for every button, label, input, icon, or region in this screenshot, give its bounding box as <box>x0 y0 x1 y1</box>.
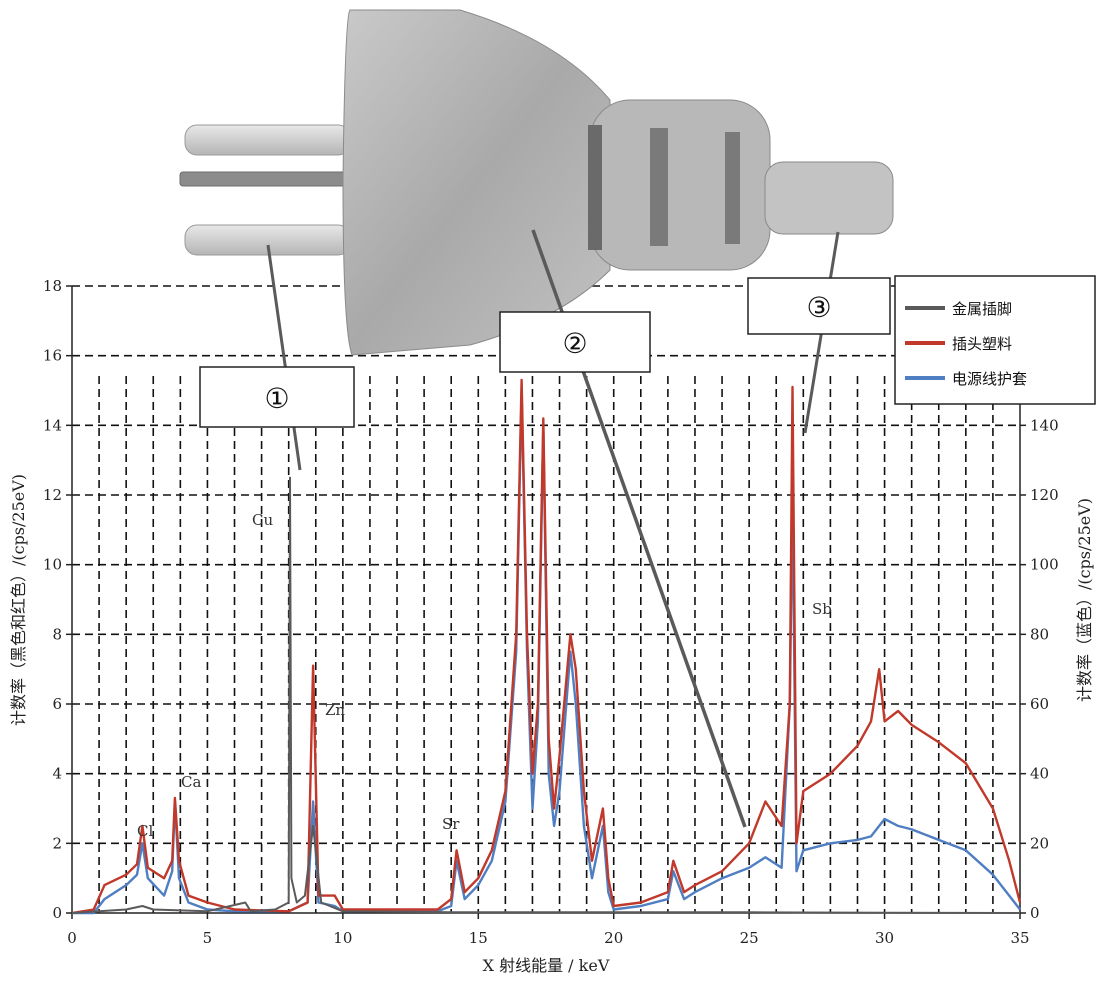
y-right-tick-label: 0 <box>1030 904 1040 922</box>
y-left-tick-label: 16 <box>43 347 62 365</box>
x-tick-label: 10 <box>333 929 352 947</box>
y-left-tick-label: 12 <box>43 486 62 504</box>
ticks: 0 5 10 15 20 25 30 3502468101214161802040608010… <box>43 277 1059 947</box>
x-tick-label: 30 <box>875 929 894 947</box>
y-right-tick-label: 20 <box>1030 834 1049 852</box>
y-left-tick-label: 10 <box>43 556 62 574</box>
plug-ring-3 <box>725 132 740 244</box>
y-left-tick-label: 4 <box>52 765 62 783</box>
left-y-axis-title: 计数率（黑色和红色）/(cps/25eV) <box>9 474 28 726</box>
y-right-tick-label: 40 <box>1030 765 1049 783</box>
element-label-cu: Cu <box>252 511 273 529</box>
plug-cable <box>764 161 894 235</box>
element-label-sb: Sb <box>812 600 832 618</box>
element-labels: Cl Ca Cu Zn Sr Sb <box>137 511 832 840</box>
callout-2: ② <box>499 311 651 373</box>
legend: 金属插脚 插头塑料 电源线护套 <box>894 275 1096 405</box>
callout-3-box <box>747 277 891 335</box>
plug-picture <box>179 9 894 356</box>
right-y-axis-title: 计数率（蓝色）/(cps/25eV) <box>1075 498 1094 702</box>
legend-box <box>894 275 1096 405</box>
y-left-tick-label: 0 <box>52 904 62 922</box>
y-right-tick-label: 60 <box>1030 695 1049 713</box>
callout-3: ③ <box>747 277 891 335</box>
element-label-sr: Sr <box>442 815 460 833</box>
legend-label-metal-pin: 金属插脚 <box>952 300 1012 318</box>
plug-ring-2 <box>650 128 668 246</box>
callout-1: ① <box>199 366 355 428</box>
series-line-plug-plastic <box>71 378 1022 915</box>
element-label-cl: Cl <box>137 822 153 840</box>
x-tick-label: 0 <box>67 929 77 947</box>
y-left-tick-label: 2 <box>52 834 62 852</box>
plug-body <box>342 9 611 356</box>
y-right-tick-label: 100 <box>1030 556 1059 574</box>
callout-2-box <box>499 311 651 373</box>
y-left-tick-label: 18 <box>43 277 62 295</box>
y-right-tick-label: 80 <box>1030 625 1049 643</box>
y-left-tick-label: 6 <box>52 695 62 713</box>
y-left-tick-label: 14 <box>43 416 62 434</box>
callout-1-box <box>199 366 355 428</box>
callout-3-label: ③ <box>806 291 831 324</box>
element-label-zn: Zn <box>325 701 345 719</box>
y-right-tick-label: 120 <box>1030 486 1059 504</box>
x-tick-label: 25 <box>740 929 759 947</box>
legend-label-cable-sheath: 电源线护套 <box>952 370 1027 388</box>
callout-1-label: ① <box>264 382 289 415</box>
plug-neck <box>589 99 771 271</box>
callout-2-label: ② <box>562 327 587 360</box>
x-tick-label: 15 <box>469 929 488 947</box>
x-tick-label: 35 <box>1010 929 1029 947</box>
callout-line-1 <box>266 244 302 471</box>
x-tick-label: 20 <box>604 929 623 947</box>
plug-ring-1 <box>588 125 602 250</box>
x-axis-title: X 射线能量 / keV <box>483 956 610 975</box>
legend-label-plug-plastic: 插头塑料 <box>952 335 1012 353</box>
series-line-metal-pin <box>71 476 1021 914</box>
plug-pin-middle <box>179 171 356 187</box>
series-line-cable-sheath <box>72 389 1021 915</box>
element-label-ca: Ca <box>181 773 201 791</box>
x-tick-label: 5 <box>203 929 213 947</box>
series-group <box>71 378 1022 915</box>
y-left-tick-label: 8 <box>52 625 62 643</box>
y-right-tick-label: 140 <box>1030 416 1059 434</box>
plug-pin-top <box>184 124 351 156</box>
